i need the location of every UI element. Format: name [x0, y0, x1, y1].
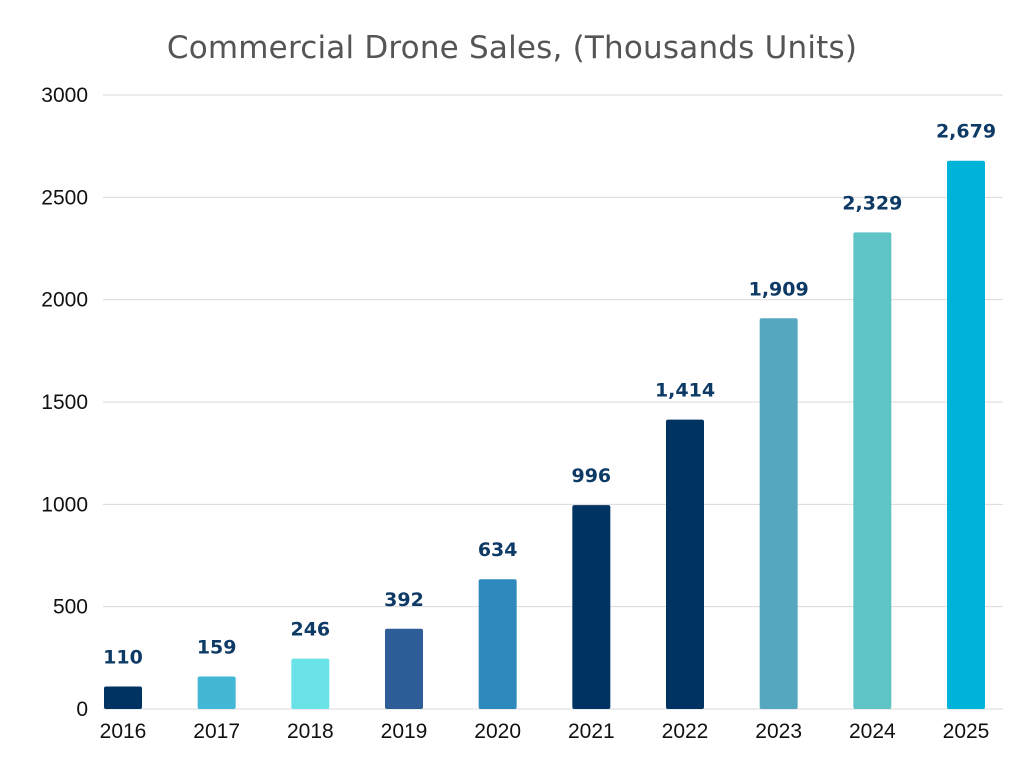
bar-2018 [291, 658, 330, 709]
bar-2024 [853, 232, 892, 709]
x-tick-label: 2017 [193, 720, 240, 743]
x-tick-label: 2016 [100, 720, 147, 743]
data-label-2017: 159 [197, 636, 237, 658]
x-tick-label: 2024 [849, 720, 896, 743]
bar-2023 [759, 318, 798, 709]
bar-2021 [572, 505, 611, 709]
data-label-2019: 392 [384, 589, 424, 611]
x-tick-label: 2023 [755, 720, 802, 743]
x-axis-ticks: 2016 2017 2018 2019 2020 2021 2022 2023 2024 2025 [100, 720, 990, 743]
x-tick-label: 2022 [662, 720, 709, 743]
x-tick-label: 2020 [474, 720, 521, 743]
chart-title: Commercial Drone Sales, (Thousands Units… [166, 30, 858, 66]
bar-2017 [197, 676, 236, 709]
data-label-2025: 2,679 [936, 121, 996, 143]
data-label-2016: 110 [103, 646, 143, 668]
bar-2016 [104, 686, 142, 709]
data-label-2024: 2,329 [842, 192, 902, 214]
data-labels: 110 159 246 392 634 996 1,414 1,909 2,329 2,679 [103, 121, 996, 669]
y-tick-label: 1000 [41, 493, 88, 516]
data-label-2020: 634 [478, 539, 518, 561]
y-tick-label: 0 [76, 698, 88, 721]
bars [104, 160, 985, 709]
bar-2022 [666, 419, 704, 709]
gridlines [103, 94, 1003, 710]
y-tick-label: 2000 [41, 289, 88, 312]
x-tick-label: 2021 [568, 720, 615, 743]
bar-2020 [478, 579, 517, 709]
data-label-2018: 246 [290, 619, 330, 641]
x-tick-label: 2025 [943, 720, 990, 743]
x-tick-label: 2019 [381, 720, 428, 743]
y-axis-ticks: 0 500 1000 1500 2000 2500 3000 [41, 84, 88, 721]
x-tick-label: 2018 [287, 720, 334, 743]
data-label-2022: 1,414 [655, 380, 715, 402]
y-tick-label: 1500 [41, 391, 88, 414]
y-tick-label: 2500 [41, 186, 88, 209]
bar-2025 [947, 160, 985, 709]
y-tick-label: 3000 [41, 84, 88, 107]
data-label-2021: 996 [571, 465, 611, 487]
y-tick-label: 500 [53, 596, 88, 619]
bar-2019 [385, 628, 423, 709]
data-label-2023: 1,909 [749, 278, 809, 300]
